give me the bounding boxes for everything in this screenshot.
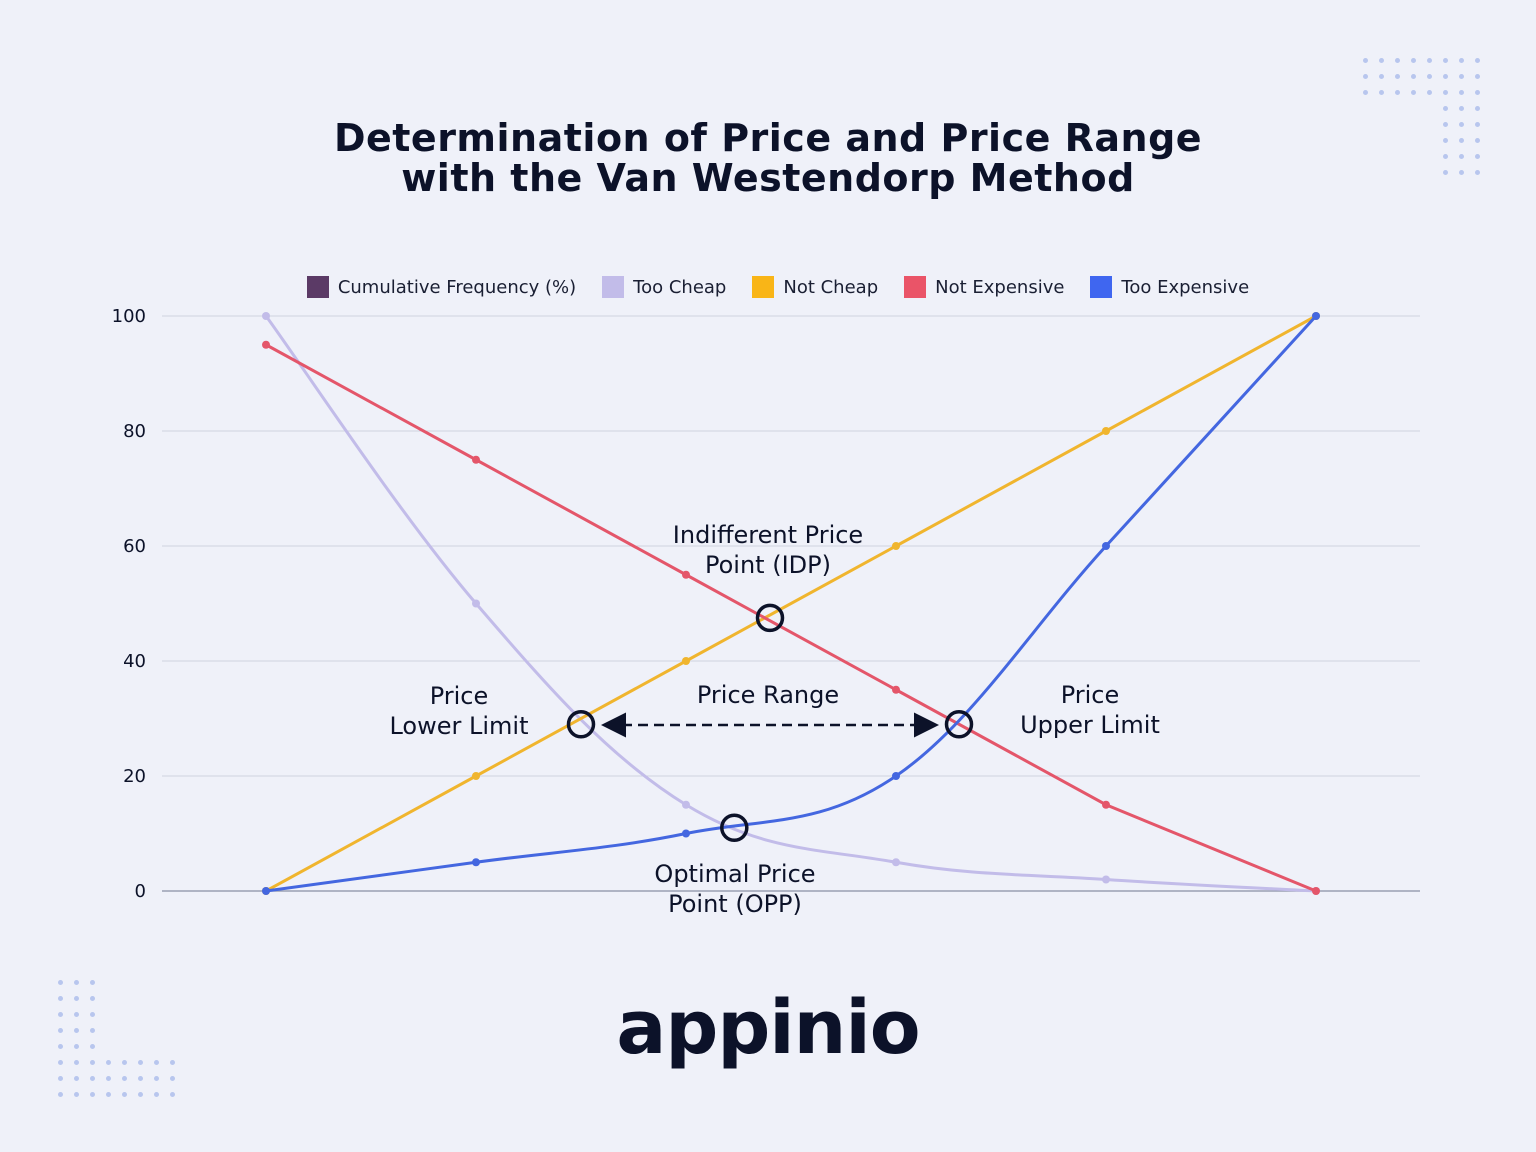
data-point-too-expensive-5 [1312,312,1320,320]
chart-legend: Cumulative Frequency (%) Too Cheap Not C… [0,276,1536,298]
data-point-too-cheap-2 [682,800,690,809]
data-point-not-expensive-4 [1102,800,1110,809]
data-point-too-cheap-0 [262,312,270,320]
appinio-logo: appinio [616,985,920,1071]
data-point-not-cheap-1 [472,772,480,780]
series-line-not-expensive [265,343,1317,893]
legend-swatch-cumulative [306,276,329,298]
y-tick-label-0: 0 [135,881,146,902]
y-tick-label-60: 60 [123,536,146,557]
y-tick-label-100: 100 [112,306,146,327]
legend-label-too-cheap: Too Cheap [633,276,727,298]
chart-title-line-2: with the Van Westendorp Method [401,156,1135,200]
opp-label-line-2: Point (OPP) [668,890,802,918]
data-point-too-expensive-4 [1102,542,1110,550]
data-point-not-expensive-2 [682,570,690,579]
data-point-too-expensive-2 [682,829,690,838]
data-point-too-expensive-3 [892,772,900,780]
data-point-not-expensive-1 [472,455,480,464]
idp-label-line-2: Point (IDP) [705,551,831,579]
y-tick-label-40: 40 [123,651,146,672]
series-line-too-expensive [265,314,1318,893]
marker-price-lower-limit [566,710,596,739]
legend-item-not-expensive: Not Expensive [904,276,1064,298]
marker-optimal-price-point-opp [720,813,749,842]
data-point-too-expensive-1 [472,858,480,867]
data-point-not-expensive-3 [892,685,900,694]
data-point-not-cheap-2 [682,657,690,665]
y-tick-label-20: 20 [123,766,146,787]
legend-item-not-cheap: Not Cheap [752,276,878,298]
legend-swatch-too-cheap [602,276,625,298]
lower-limit-label-line-1: Price [430,682,489,710]
legend-label-too-expensive: Too Expensive [1121,276,1250,298]
legend-swatch-not-expensive [904,276,927,298]
series-line-too-cheap [264,315,1317,893]
data-point-too-cheap-3 [892,858,900,867]
data-point-too-cheap-1 [472,599,480,608]
y-tick-label-80: 80 [123,421,146,442]
legend-swatch-not-cheap [752,276,775,298]
legend-item-too-cheap: Too Cheap [602,276,726,298]
legend-label-cumulative: Cumulative Frequency (%) [337,276,577,298]
upper-limit-label-line-1: Price [1061,681,1120,709]
legend-swatch-too-expensive [1090,276,1113,298]
marker-price-upper-limit [944,710,974,739]
data-point-not-expensive-0 [262,340,270,349]
series-line-not-cheap [265,314,1317,893]
marker-indifferent-price-point-idp [755,603,785,633]
chart-title-line-1: Determination of Price and Price Range [333,116,1203,160]
data-point-not-cheap-3 [892,542,900,550]
legend-label-not-expensive: Not Expensive [935,276,1065,298]
legend-item-too-expensive: Too Expensive [1090,276,1249,298]
data-point-not-cheap-4 [1102,427,1110,435]
upper-limit-label-line-2: Upper Limit [1020,711,1160,739]
legend-label-not-cheap: Not Cheap [783,276,879,298]
data-point-too-expensive-0 [262,887,270,895]
price-range-label: Price Range [697,681,839,709]
lower-limit-label-line-2: Lower Limit [389,712,528,740]
legend-item-cumulative: Cumulative Frequency (%) [306,276,577,298]
data-point-too-cheap-4 [1102,875,1110,884]
opp-label-line-1: Optimal Price [654,860,815,888]
idp-label-line-1: Indifferent Price [673,521,863,549]
data-point-not-expensive-5 [1312,887,1320,895]
